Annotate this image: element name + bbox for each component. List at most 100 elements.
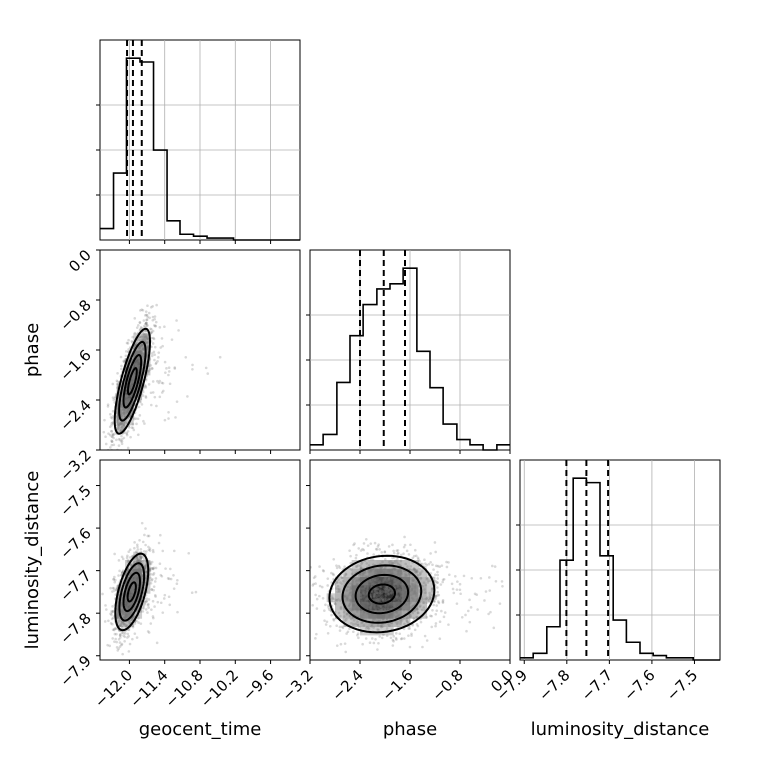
scatter-point [120, 643, 123, 647]
scatter-point [163, 325, 166, 328]
scatter-point [422, 581, 426, 584]
scatter-point [140, 345, 144, 348]
scatter-point [131, 590, 134, 594]
scatter-point [145, 318, 148, 322]
scatter-point [376, 594, 379, 598]
scatter-point [357, 592, 361, 596]
scatter-point [357, 579, 361, 582]
ylabel-phase: phase [22, 323, 43, 377]
scatter-point [117, 423, 121, 427]
scatter-point [136, 350, 140, 354]
scatter-point [152, 572, 156, 575]
scatter-point [358, 589, 362, 592]
density-cell [368, 560, 378, 569]
scatter-point [374, 595, 378, 598]
scatter-point [141, 308, 145, 312]
scatter-point [146, 337, 149, 340]
scatter-point [389, 613, 392, 616]
scatter-point [365, 562, 369, 565]
scatter-point [160, 574, 164, 578]
scatter-point [135, 573, 138, 577]
scatter-point [144, 576, 148, 580]
scatter-point [122, 423, 126, 427]
scatter-point [135, 352, 138, 355]
scatter-point [140, 335, 143, 339]
scatter-point [371, 579, 375, 582]
scatter-point [104, 435, 107, 439]
density-cell [125, 391, 134, 401]
scatter-point [136, 360, 139, 364]
scatter-point [130, 571, 133, 575]
scatter-point [441, 580, 444, 584]
scatter-point [383, 587, 386, 591]
scatter-point [135, 574, 138, 578]
x-tick-label: −2.4 [328, 666, 366, 704]
density-cell [393, 585, 403, 594]
scatter-point [411, 584, 415, 587]
scatter-point [404, 602, 407, 606]
density-cell [410, 560, 419, 569]
scatter-point [146, 315, 150, 319]
scatter-point [343, 574, 346, 578]
scatter-point [131, 585, 134, 588]
scatter-point [128, 593, 132, 597]
scatter-point [398, 587, 402, 591]
scatter-point [124, 613, 127, 617]
scatter-point [135, 569, 139, 573]
scatter-point [124, 400, 127, 403]
scatter-point [138, 558, 142, 562]
scatter-point [125, 614, 129, 618]
scatter-point [372, 583, 376, 586]
scatter-point [405, 574, 409, 577]
scatter-point [131, 590, 134, 593]
scatter-point [415, 569, 419, 573]
scatter-point [388, 568, 392, 572]
scatter-point [140, 578, 144, 581]
scatter-point [149, 562, 153, 566]
scatter-point [124, 403, 128, 406]
scatter-point [108, 425, 112, 429]
scatter-point [137, 564, 140, 568]
scatter-point [430, 590, 434, 593]
scatter-point [131, 587, 135, 590]
scatter-point [129, 385, 133, 389]
scatter-point [408, 615, 412, 618]
scatter-point [379, 585, 383, 588]
scatter-point [136, 558, 140, 561]
scatter-point [153, 605, 156, 608]
scatter-point [418, 573, 422, 577]
scatter-point [123, 616, 127, 620]
scatter-point [130, 585, 134, 589]
density-cell [393, 618, 403, 628]
contour-line [341, 564, 423, 624]
scatter-point [145, 341, 149, 345]
scatter-point [150, 345, 153, 349]
scatter-point [128, 613, 132, 617]
scatter-point [379, 624, 383, 628]
scatter-point [122, 423, 126, 427]
scatter-point [396, 588, 400, 591]
scatter-point [126, 612, 129, 616]
scatter-point [134, 363, 138, 366]
scatter-point [122, 407, 125, 411]
scatter-point [351, 587, 355, 590]
scatter-point [382, 579, 385, 582]
scatter-point [348, 614, 352, 618]
density-cell [335, 585, 344, 594]
scatter-point [194, 590, 198, 594]
scatter-point [387, 560, 391, 564]
scatter-point [369, 569, 373, 573]
scatter-point [111, 622, 114, 626]
scatter-point [124, 616, 128, 620]
scatter-point [469, 606, 473, 609]
scatter-point [116, 616, 119, 619]
density-cell [360, 610, 369, 619]
scatter-point [137, 351, 141, 355]
scatter-point [337, 598, 340, 601]
scatter-point [129, 581, 132, 584]
scatter-point [475, 593, 479, 596]
scatter-point [125, 394, 129, 397]
scatter-point [150, 566, 153, 570]
scatter-point [116, 427, 120, 431]
scatter-point [122, 612, 126, 615]
